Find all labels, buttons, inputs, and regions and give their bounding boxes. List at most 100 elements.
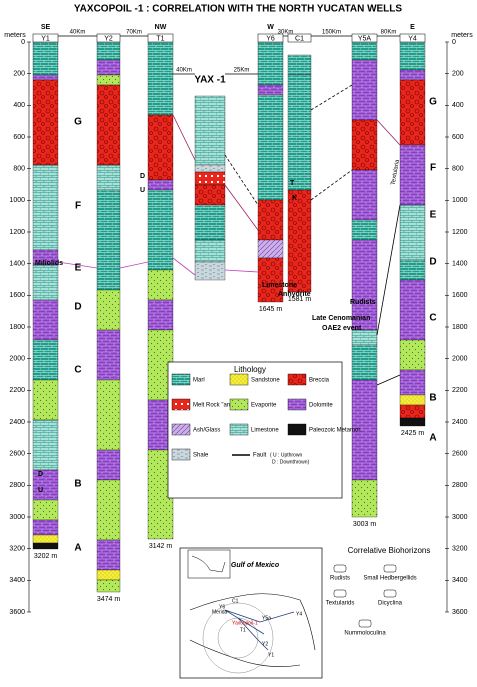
layer: [351, 344, 378, 381]
layer: [351, 119, 378, 171]
legend-label: Evaporite: [251, 403, 277, 409]
layer: [32, 519, 59, 536]
total-depth: 2425 m: [401, 430, 425, 437]
tick-label: 2800: [452, 482, 468, 489]
layer: [399, 394, 426, 406]
layer: [32, 41, 59, 76]
legend-label: Paleozoic Metamor.: [309, 428, 362, 434]
well-header: [257, 33, 284, 43]
well-header: [351, 33, 378, 43]
map-label: Y1: [268, 652, 274, 658]
correlation-lines: [57, 84, 401, 386]
layer: [96, 579, 121, 593]
tick-label: 2000: [9, 356, 25, 363]
well-header: [147, 33, 174, 43]
well-name: Y5A: [358, 35, 372, 42]
legend-swatch: [171, 423, 191, 436]
distance: 40Km: [176, 68, 192, 74]
well: [257, 41, 284, 303]
layer: [32, 264, 59, 301]
tick-label: 3200: [9, 545, 25, 552]
tick-label: 2000: [452, 356, 468, 363]
map-label: C1: [232, 598, 239, 604]
tick-label: 3400: [9, 577, 25, 584]
annotation: Miliolids: [35, 260, 63, 267]
legend-label: D : Downthrown): [272, 459, 310, 465]
layer: [96, 289, 121, 331]
layer: [351, 329, 378, 346]
distance: 30Km: [278, 30, 294, 36]
tick-label: 3000: [452, 514, 468, 521]
tick-label: 1400: [9, 261, 25, 268]
layer: [96, 189, 121, 291]
tick-label: 1600: [452, 292, 468, 299]
layer: [287, 54, 312, 76]
layer: [194, 171, 226, 186]
layer: [147, 179, 174, 191]
layer: [399, 369, 426, 396]
zone: C: [74, 365, 81, 376]
well-name: Y2: [104, 35, 113, 42]
layer: [32, 499, 59, 521]
legend-swatch: [171, 398, 191, 411]
well-header: [96, 33, 121, 43]
layer: [32, 164, 59, 251]
layer: [96, 539, 121, 571]
tick-label: 0: [452, 39, 456, 46]
layer: [32, 379, 59, 421]
legend-swatch: [287, 373, 307, 386]
tick-label: 1400: [452, 261, 468, 268]
well: [194, 95, 226, 281]
tick-label: 1800: [452, 324, 468, 331]
layer: [351, 59, 378, 121]
layer: [399, 259, 426, 281]
layer: [32, 74, 59, 81]
layer: [96, 329, 121, 381]
tick-label: 1000: [9, 197, 25, 204]
layer: [96, 74, 121, 86]
tick-label: 600: [13, 134, 25, 141]
well-header: [287, 33, 312, 43]
well: [32, 41, 59, 550]
distance: 25Km: [234, 68, 250, 74]
annotation: Late Cenomanian: [312, 315, 370, 322]
tick-label: 3400: [452, 577, 468, 584]
legend-label: Fault: [253, 453, 267, 459]
layer: [96, 569, 121, 581]
annotation: T: [290, 180, 295, 187]
legend-swatch: [287, 398, 307, 411]
legend-label: Breccia: [309, 378, 330, 384]
zone: B: [429, 393, 436, 404]
tick-label: 2400: [452, 419, 468, 426]
axis-unit: meters: [4, 32, 26, 39]
tick-label: 3600: [452, 609, 468, 616]
tick-label: 200: [13, 71, 25, 78]
zone: C: [429, 313, 436, 324]
legend-label: Small Hedbergellids: [363, 576, 416, 582]
legend-label: Limestone: [251, 428, 279, 434]
biohorizon-icon: [358, 619, 372, 628]
annotation: U: [38, 487, 43, 494]
biohorizon-icon: [383, 589, 397, 598]
well-name: Y1: [41, 35, 50, 42]
layer: [287, 189, 312, 293]
zone: E: [75, 263, 82, 274]
layer: [32, 299, 59, 341]
layer: [194, 95, 226, 166]
tick-label: 3200: [452, 545, 468, 552]
tick-label: 2200: [9, 387, 25, 394]
layer: [32, 339, 59, 381]
direction: SE: [41, 24, 51, 31]
zone: E: [430, 210, 437, 221]
axis-unit: meters: [451, 32, 473, 39]
legend-label: Marl: [193, 378, 205, 384]
well: [399, 41, 426, 427]
well: [96, 41, 121, 593]
distance: 80Km: [381, 30, 397, 36]
legend-label: Dolomite: [309, 403, 333, 409]
biohorizon-icon: [333, 589, 347, 598]
lithology-legend-box: [167, 361, 343, 499]
layer: [96, 479, 121, 541]
map-label: Y5a: [262, 615, 271, 621]
layer: [194, 204, 226, 241]
